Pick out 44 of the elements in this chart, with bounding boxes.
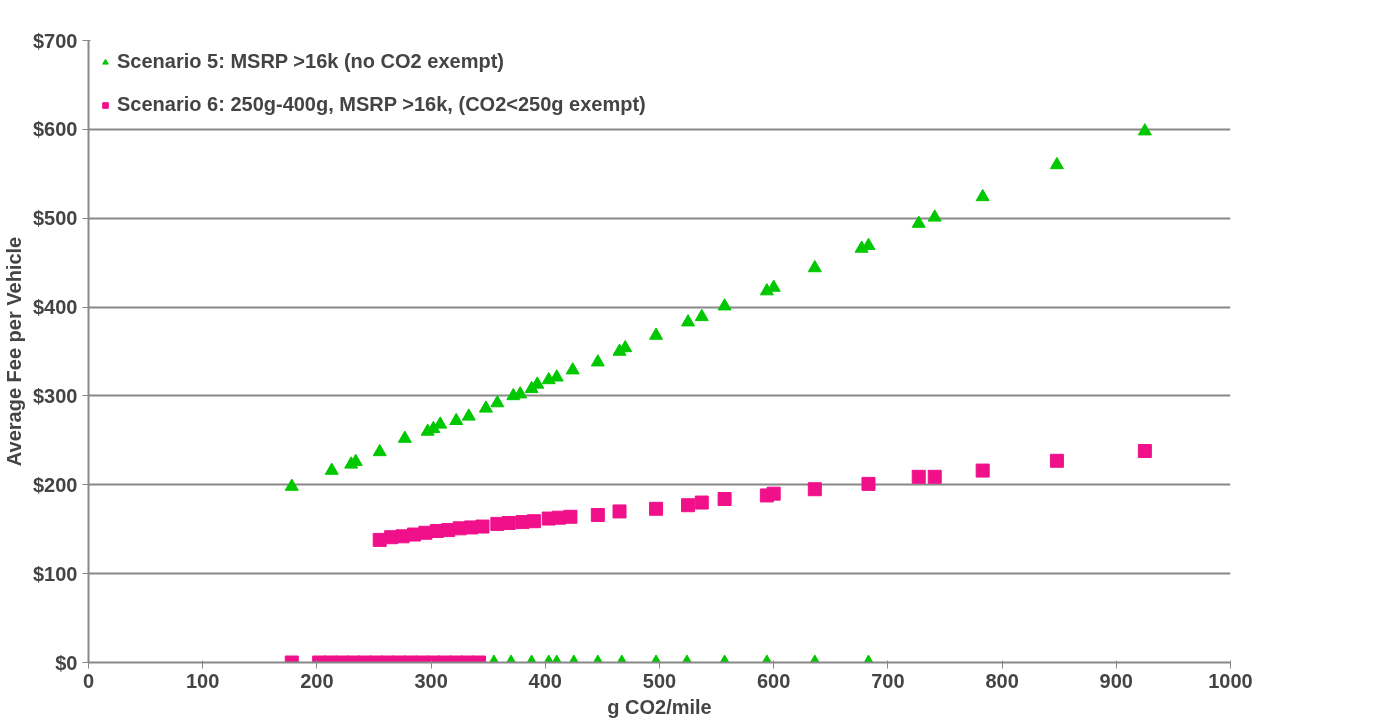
- point: [565, 362, 580, 375]
- y-tick-label: $500: [33, 207, 78, 230]
- x-tick-label: 900: [1099, 669, 1133, 692]
- point: [717, 298, 732, 311]
- point: [284, 478, 299, 491]
- point: [1049, 156, 1064, 170]
- x-tick-label: 500: [642, 669, 677, 692]
- point: [324, 462, 339, 475]
- point: [1137, 123, 1152, 136]
- y-tick-label: $600: [33, 118, 78, 141]
- point: [694, 308, 709, 322]
- x-tick-label: 800: [985, 669, 1019, 692]
- point: [649, 327, 664, 340]
- x-tick-label: 200: [300, 669, 334, 692]
- x-tick-label: 0: [82, 669, 95, 692]
- y-tick-label: $200: [33, 473, 78, 496]
- legend-label: Scenario 6: 250g-400g, MSRP >16k, (CO2<250g exempt): [117, 93, 646, 116]
- legend-label: Scenario 5: MSRP >16k (no CO2 exempt): [117, 50, 504, 73]
- y-tick-label: $700: [33, 29, 78, 52]
- y-tick-label: $400: [33, 296, 78, 319]
- x-tick-label: 700: [871, 669, 905, 692]
- y-tick-label: $0: [55, 651, 78, 674]
- y-tick-label: $300: [33, 384, 78, 407]
- point: [478, 400, 493, 413]
- point: [397, 430, 412, 443]
- point: [490, 395, 505, 408]
- y-tick-label: $100: [33, 562, 78, 585]
- y-axis-title: Average Fee per Vehicle: [3, 236, 26, 467]
- point: [372, 443, 387, 457]
- point: [911, 215, 926, 228]
- x-tick-label: 1000: [1208, 669, 1253, 692]
- point: [590, 354, 605, 367]
- x-tick-label: 100: [186, 669, 220, 692]
- point: [461, 408, 476, 421]
- point: [449, 412, 464, 426]
- point: [927, 209, 942, 222]
- point: [975, 188, 990, 202]
- x-tick-label: 600: [757, 669, 791, 692]
- point: [681, 314, 696, 327]
- x-tick-label: 400: [528, 669, 562, 692]
- x-axis-title: g CO2/mile: [607, 695, 712, 718]
- x-tick-label: 300: [414, 669, 448, 692]
- point: [433, 416, 448, 429]
- point: [807, 259, 822, 273]
